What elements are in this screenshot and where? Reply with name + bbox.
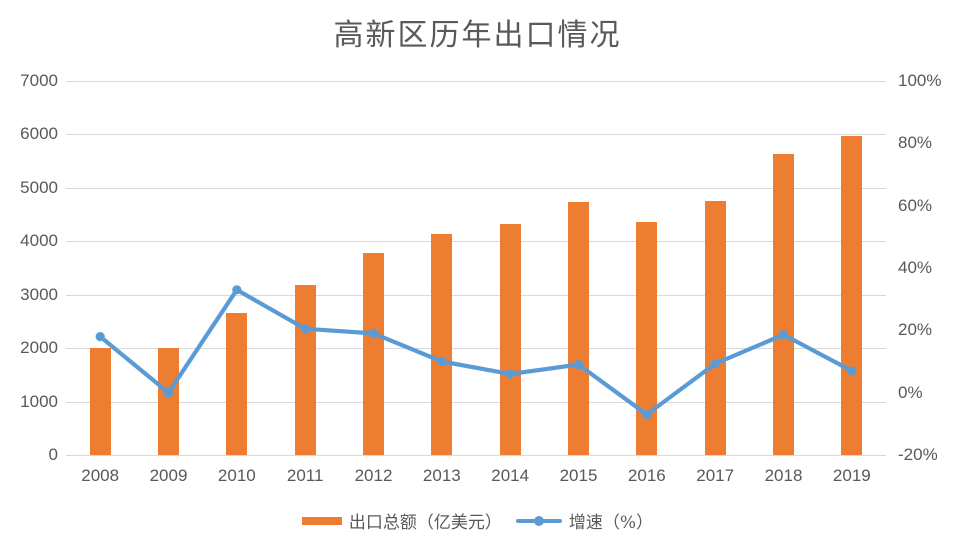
growth-marker [163, 388, 174, 398]
gridline [66, 241, 886, 243]
left-axis-tick: 2000 [20, 338, 58, 358]
gridline [66, 187, 886, 189]
left-axis-tick: 5000 [20, 177, 58, 197]
growth-marker [437, 356, 447, 367]
growth-line [98, 287, 854, 417]
right-axis-tick: 60% [898, 195, 933, 215]
gridline [66, 134, 886, 136]
x-axis-tick: 2010 [217, 466, 256, 485]
chart-title: 高新区历年出口情况 [333, 18, 622, 53]
x-axis-tick: 2019 [832, 466, 871, 485]
export-bar [841, 135, 863, 455]
left-axis-tick: 4000 [20, 231, 58, 251]
legend-label-growth: 增速（%） [568, 513, 654, 533]
gridline [66, 348, 886, 350]
gridline [66, 81, 886, 82]
x-axis-tick: 2017 [696, 466, 735, 485]
export-bar [636, 221, 658, 455]
x-axis-tick: 2011 [286, 466, 324, 485]
gridline [66, 455, 886, 456]
bar-series-swatch [301, 516, 342, 525]
line-swatch-marker [533, 515, 544, 526]
x-axis-tick: 2012 [354, 466, 393, 485]
growth-marker [847, 366, 857, 376]
growth-marker [778, 330, 789, 340]
export-bar [499, 223, 521, 455]
legend-label-exports: 出口总额（亿美元） [348, 513, 502, 533]
x-axis-tick: 2014 [491, 466, 530, 485]
growth-marker [573, 360, 584, 370]
right-axis-tick: 20% [898, 320, 933, 340]
plot-area [66, 81, 886, 456]
legend-item-growth: 增速（%） [515, 508, 654, 533]
export-bar [773, 154, 794, 455]
right-axis-tick: -20% [898, 445, 938, 464]
line-series-swatch [515, 515, 562, 526]
legend-item-exports: 出口总额（亿美元） [301, 508, 502, 533]
x-axis-tick: 2018 [764, 466, 803, 485]
growth-marker [95, 332, 105, 342]
left-axis-tick: 6000 [20, 124, 58, 144]
x-axis-tick: 2008 [81, 466, 120, 485]
growth-marker [368, 328, 379, 338]
left-axis-tick: 0 [48, 445, 58, 464]
export-bar [431, 234, 453, 455]
left-axis-tick: 3000 [20, 284, 58, 304]
growth-marker [232, 285, 242, 295]
export-bar [363, 253, 384, 455]
left-axis-tick: 1000 [20, 391, 58, 411]
left-axis-tick: 7000 [20, 71, 58, 90]
growth-marker [300, 324, 310, 334]
right-axis-tick: 80% [898, 133, 933, 153]
export-bar [89, 348, 111, 455]
legend: 出口总额（亿美元） 增速（%） [0, 508, 955, 533]
growth-marker [710, 359, 720, 369]
gridline [66, 401, 886, 403]
export-bar [704, 200, 726, 455]
right-axis-tick: 0% [898, 382, 923, 402]
growth-marker [642, 409, 652, 420]
growth-marker [505, 369, 515, 379]
export-bar [158, 348, 179, 455]
right-axis-tick: 100% [898, 71, 942, 90]
x-axis-tick: 2015 [559, 466, 598, 485]
export-bar [568, 202, 589, 455]
gridline [66, 294, 886, 296]
x-axis-tick: 2009 [149, 466, 188, 485]
growth-line-layer [95, 285, 857, 420]
export-bar [226, 313, 248, 455]
x-axis-tick: 2013 [422, 466, 461, 485]
right-axis-tick: 40% [898, 258, 933, 277]
x-axis-tick: 2016 [627, 466, 666, 485]
